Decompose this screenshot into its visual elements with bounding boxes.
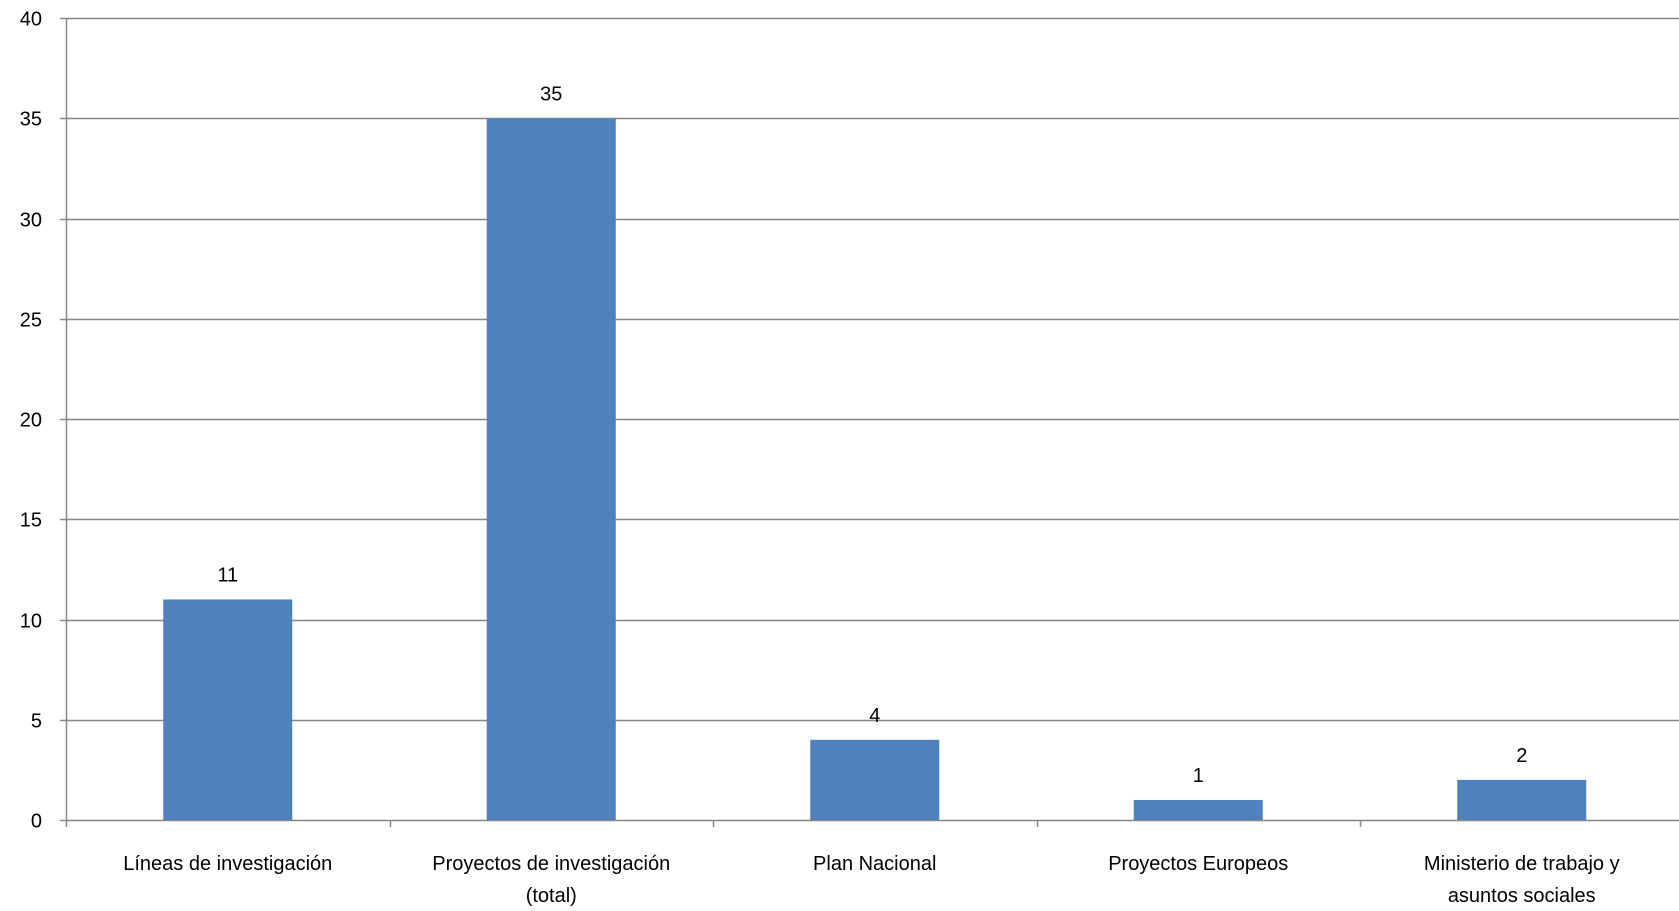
y-tick-label: 0 — [31, 811, 42, 833]
category-label: Líneas de investigación — [123, 853, 332, 875]
category-label: Ministerio de trabajo y — [1424, 853, 1620, 875]
bars — [163, 118, 1587, 820]
data-label: 4 — [869, 705, 880, 727]
labels: 0 5 10 15 20 25 30 35 40 11 Líneas de investigació… — [20, 9, 1620, 908]
bar — [1457, 779, 1587, 820]
bar — [163, 599, 293, 820]
category-label: Proyectos Europeos — [1108, 853, 1288, 875]
y-tick-label: 20 — [20, 410, 42, 432]
y-tick-label: 5 — [31, 711, 42, 733]
category-label: Plan Nacional — [813, 853, 936, 875]
y-tick-label: 25 — [20, 310, 42, 332]
y-tick-label: 35 — [20, 109, 42, 131]
data-label: 11 — [217, 564, 238, 586]
y-tick-label: 40 — [20, 9, 42, 31]
category-label: asuntos sociales — [1448, 885, 1596, 907]
bar — [486, 118, 616, 820]
data-label: 2 — [1516, 745, 1527, 767]
y-tick-label: 10 — [20, 611, 42, 633]
category-label: Proyectos de investigación — [432, 853, 670, 875]
y-tick-label: 15 — [20, 510, 42, 532]
category-label: (total) — [526, 885, 577, 907]
data-label: 35 — [540, 83, 562, 105]
axes — [60, 17, 1679, 827]
y-tick-label: 30 — [20, 210, 42, 232]
bar — [810, 739, 940, 820]
gridlines — [66, 17, 1679, 722]
bar — [1133, 799, 1263, 820]
data-label: 1 — [1193, 765, 1204, 787]
